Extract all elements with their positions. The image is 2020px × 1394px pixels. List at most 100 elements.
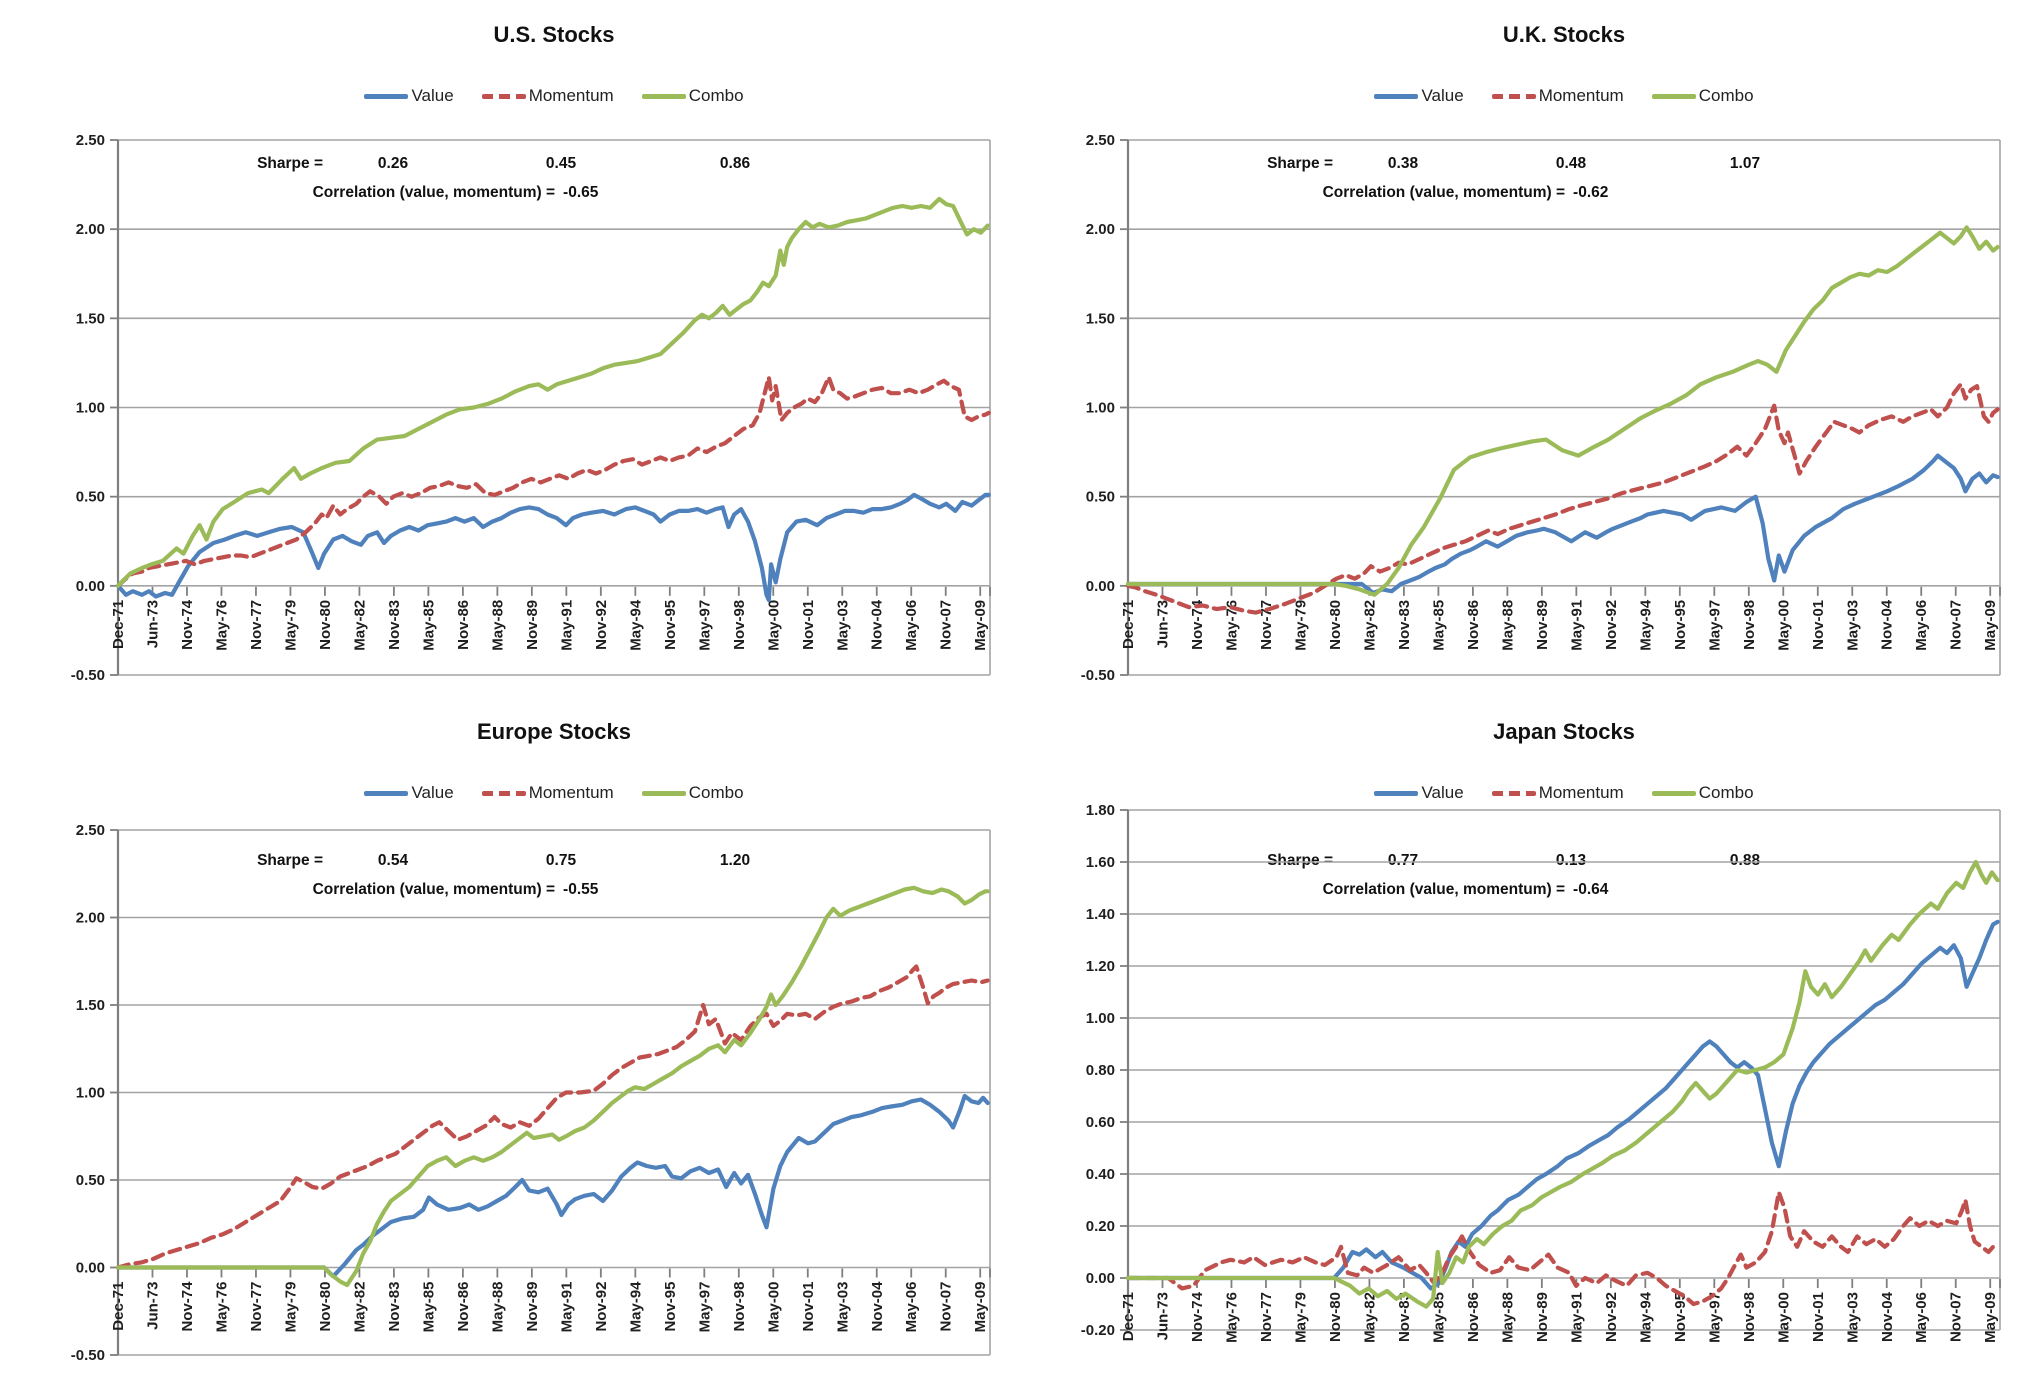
- series-line-combo: [1125, 225, 2000, 597]
- x-tick-label: May-00: [1775, 1292, 1792, 1343]
- sharpe-annotation: Sharpe = 0.77 0.13 0.88: [1138, 852, 1793, 876]
- y-tick-label: 0.50: [76, 489, 105, 506]
- sharpe-value-combo: 0.88: [1729, 852, 1761, 869]
- chart-title: Japan Stocks: [1493, 719, 1635, 744]
- y-tick-label: 2.00: [76, 221, 105, 238]
- value-line-swatch-icon: [1374, 93, 1419, 99]
- y-tick-label: 1.00: [76, 400, 105, 417]
- y-tick-label: 1.00: [1086, 1010, 1115, 1027]
- legend-label: Momentum: [1538, 783, 1624, 802]
- chart-panel-uk: U.K. Stocks Value Momentum Combo Sharpe …: [1010, 0, 2020, 697]
- x-tick-label: Nov-77: [1258, 1292, 1275, 1342]
- y-tick-label: 1.50: [76, 997, 105, 1014]
- series-line-value: [1125, 919, 2000, 1291]
- x-tick-label: May-82: [351, 1282, 368, 1333]
- x-tick-label: May-03: [1844, 600, 1861, 651]
- x-tick-label: Dec-71: [1120, 1292, 1137, 1341]
- x-tick-label: May-09: [1982, 600, 1999, 651]
- legend-label: Combo: [1698, 86, 1754, 105]
- y-tick-label: 2.00: [76, 910, 105, 927]
- sharpe-annotation: Sharpe = 0.38 0.48 1.07: [1138, 155, 1793, 179]
- sharpe-value-value: 0.77: [1387, 852, 1419, 869]
- x-tick-label: May-03: [834, 600, 851, 651]
- correlation-value: -0.65: [563, 184, 599, 201]
- sharpe-annotation: Sharpe = 0.54 0.75 1.20: [128, 852, 783, 876]
- x-tick-label: Nov-77: [248, 1282, 265, 1332]
- x-tick-label: May-91: [558, 1282, 575, 1333]
- legend-item-momentum: Momentum: [481, 783, 614, 803]
- sharpe-label: Sharpe =: [1267, 852, 1333, 869]
- x-tick-label: May-82: [1361, 600, 1378, 651]
- y-tick-label: 1.60: [1086, 854, 1115, 871]
- value-line-swatch-icon: [364, 790, 409, 796]
- chart-title: U.K. Stocks: [1502, 22, 1626, 47]
- legend-label: Value: [411, 783, 454, 802]
- x-tick-label: May-97: [696, 600, 713, 651]
- y-tick-label: 0.40: [1086, 1166, 1115, 1183]
- legend-label: Momentum: [1538, 86, 1624, 105]
- legend: Value Momentum Combo: [118, 783, 990, 803]
- series-line-combo: [115, 885, 990, 1288]
- correlation-annotation: Correlation (value, momentum) = -0.62: [1138, 184, 1793, 208]
- x-tick-label: May-06: [903, 1282, 920, 1333]
- y-tick-label: 2.50: [1086, 132, 1115, 149]
- legend-label: Combo: [688, 86, 744, 105]
- x-tick-label: May-00: [765, 600, 782, 651]
- y-tick-label: 0.20: [1086, 1218, 1115, 1235]
- x-tick-label: Nov-01: [1810, 1292, 1827, 1342]
- x-tick-label: May-91: [558, 600, 575, 651]
- series-line-combo: [115, 196, 990, 588]
- x-tick-label: May-00: [765, 1282, 782, 1333]
- x-tick-label: May-88: [489, 1282, 506, 1333]
- x-tick-label: May-94: [1637, 599, 1654, 651]
- x-tick-label: May-79: [1292, 1292, 1309, 1343]
- momentum-line-swatch-icon: [481, 790, 526, 796]
- sharpe-value-combo: 0.86: [719, 155, 751, 172]
- x-tick-label: Jun-73: [144, 600, 161, 648]
- x-tick-label: May-76: [1223, 1292, 1240, 1343]
- x-tick-label: Nov-01: [1810, 600, 1827, 650]
- x-tick-label: May-79: [1292, 600, 1309, 651]
- sharpe-value-momentum: 0.48: [1555, 155, 1587, 172]
- x-tick-label: Nov-86: [1465, 600, 1482, 650]
- sharpe-value-value: 0.54: [377, 852, 409, 869]
- chart-title: Europe Stocks: [476, 719, 632, 744]
- sharpe-value-combo: 1.07: [1729, 155, 1761, 172]
- x-tick-label: May-94: [627, 599, 644, 651]
- legend-label: Value: [1421, 86, 1464, 105]
- x-tick-label: Jun-73: [1154, 600, 1171, 648]
- series-line-combo: [1125, 859, 2000, 1309]
- y-tick-label: 0.50: [1086, 489, 1115, 506]
- y-tick-label: -0.50: [71, 1347, 105, 1364]
- sharpe-value-combo: 1.20: [719, 852, 751, 869]
- x-tick-label: May-76: [213, 600, 230, 651]
- legend-label: Value: [1421, 783, 1464, 802]
- y-tick-label: 0.80: [1086, 1062, 1115, 1079]
- y-tick-label: 0.00: [1086, 578, 1115, 595]
- x-tick-label: Nov-80: [317, 1282, 334, 1332]
- legend: Value Momentum Combo: [1128, 86, 2000, 106]
- y-tick-label: 1.80: [1086, 802, 1115, 819]
- x-tick-label: Nov-07: [938, 600, 955, 650]
- x-tick-label: Nov-95: [1672, 600, 1689, 650]
- x-tick-label: Nov-07: [938, 1282, 955, 1332]
- x-tick-label: May-97: [696, 1282, 713, 1333]
- legend-item-combo: Combo: [1651, 86, 1754, 106]
- x-tick-label: Nov-98: [731, 1282, 748, 1332]
- correlation-annotation: Correlation (value, momentum) = -0.65: [128, 184, 783, 208]
- x-tick-label: May-76: [1223, 600, 1240, 651]
- x-tick-label: Nov-74: [1189, 599, 1206, 650]
- legend-item-momentum: Momentum: [1491, 86, 1624, 106]
- x-tick-label: Nov-74: [1189, 1291, 1206, 1342]
- x-tick-label: Nov-01: [800, 600, 817, 650]
- x-tick-label: Nov-95: [662, 1282, 679, 1332]
- correlation-annotation: Correlation (value, momentum) = -0.64: [1138, 881, 1793, 905]
- y-tick-label: 0.50: [76, 1172, 105, 1189]
- x-tick-label: May-97: [1706, 1292, 1723, 1343]
- chart-panel-japan: Japan Stocks Value Momentum Combo Sharpe…: [1010, 697, 2020, 1394]
- x-tick-label: Jun-73: [1154, 1292, 1171, 1340]
- legend-label: Momentum: [528, 783, 614, 802]
- x-tick-label: Nov-80: [1327, 600, 1344, 650]
- legend-item-combo: Combo: [641, 783, 744, 803]
- x-tick-label: May-09: [1982, 1292, 1999, 1343]
